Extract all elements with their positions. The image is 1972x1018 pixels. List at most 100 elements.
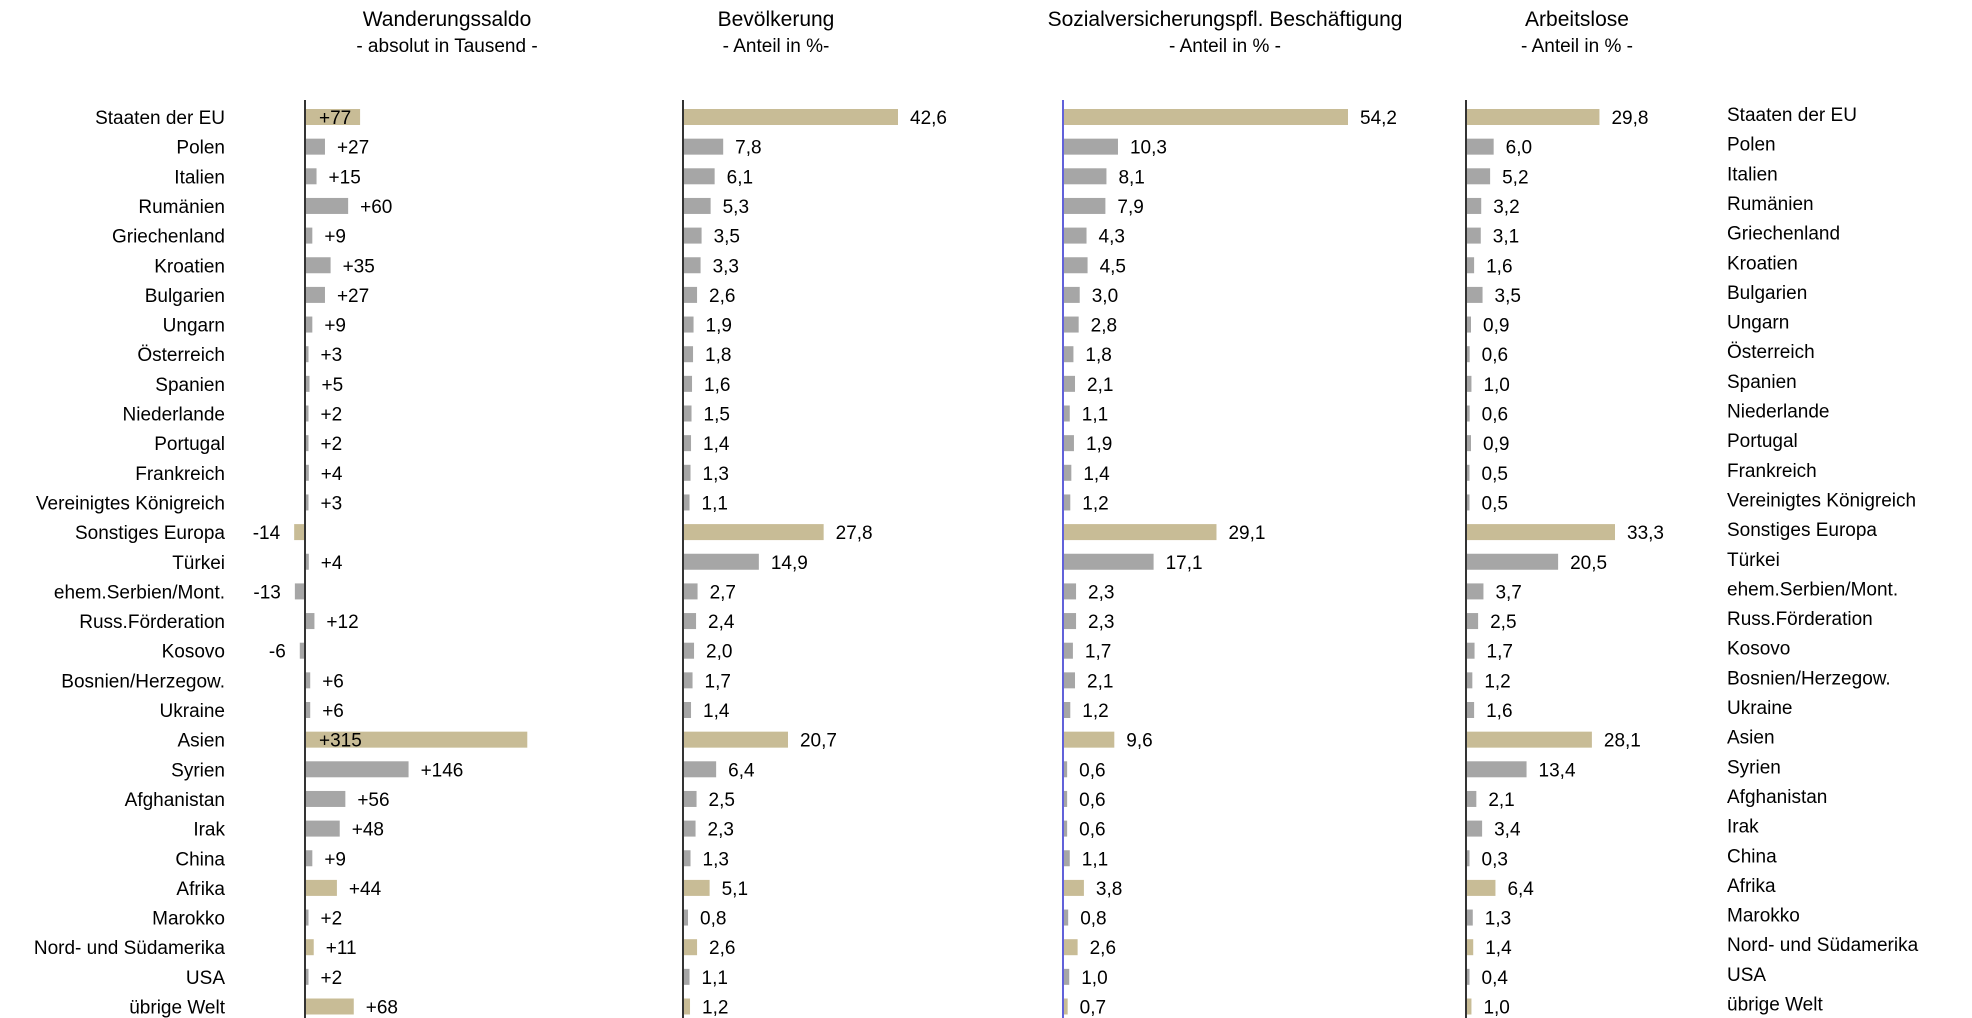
category-label-left: Niederlande [123, 405, 225, 426]
category-label-right: ehem.Serbien/Mont. [1727, 579, 1898, 600]
panel-subtitle-beschaeftigung: - Anteil in % - [1169, 36, 1281, 57]
bar-beschaeftigung [1064, 375, 1076, 392]
bar-arbeitslose [1467, 464, 1470, 481]
category-label-left: Afghanistan [125, 790, 225, 811]
value-label-arbeitslose: 3,5 [1495, 286, 1521, 307]
value-label-arbeitslose: 1,0 [1483, 375, 1509, 396]
bar-beschaeftigung [1064, 286, 1080, 303]
bar-beschaeftigung [1064, 316, 1079, 333]
value-label-bevoelkerung: 2,6 [709, 938, 735, 959]
bar-arbeitslose [1467, 197, 1482, 214]
value-label-bevoelkerung: 1,9 [706, 316, 732, 337]
bar-beschaeftigung [1064, 939, 1078, 956]
value-label-bevoelkerung: 1,1 [702, 493, 728, 514]
value-label-bevoelkerung: 1,3 [703, 849, 729, 870]
category-label-left: Portugal [154, 434, 225, 455]
value-label-arbeitslose: 33,3 [1627, 523, 1664, 544]
value-label-wanderung: +27 [337, 286, 369, 307]
bar-wanderung [306, 553, 309, 570]
category-label-right: Österreich [1727, 342, 1815, 363]
bar-bevoelkerung [684, 375, 693, 392]
value-label-beschaeftigung: 0,7 [1080, 998, 1106, 1018]
bar-bevoelkerung [684, 316, 694, 333]
category-label-right: Bosnien/Herzegow. [1727, 668, 1891, 689]
value-label-beschaeftigung: 2,1 [1087, 671, 1113, 692]
bar-bevoelkerung [684, 197, 711, 214]
value-label-beschaeftigung: 2,8 [1091, 316, 1117, 337]
bar-beschaeftigung [1064, 494, 1071, 511]
category-label-left: Afrika [176, 879, 225, 900]
bar-wanderung [306, 109, 361, 125]
value-label-beschaeftigung: 4,3 [1099, 227, 1125, 248]
value-label-beschaeftigung: 2,3 [1088, 612, 1114, 633]
value-label-wanderung: -14 [253, 523, 281, 544]
category-label-right: Türkei [1727, 550, 1780, 571]
bar-arbeitslose [1467, 731, 1592, 748]
value-label-bevoelkerung: 1,2 [702, 998, 728, 1018]
value-label-arbeitslose: 1,3 [1485, 909, 1511, 930]
bar-arbeitslose [1467, 968, 1470, 985]
bar-bevoelkerung [684, 464, 691, 481]
bar-arbeitslose [1467, 227, 1481, 244]
bar-bevoelkerung [684, 257, 701, 274]
value-label-wanderung: +6 [322, 701, 344, 722]
category-label-left: Kroatien [154, 256, 225, 277]
category-label-left: China [175, 849, 225, 870]
category-label-left: Österreich [137, 345, 225, 366]
value-label-beschaeftigung: 1,8 [1085, 345, 1111, 366]
category-label-left: Spanien [155, 375, 225, 396]
category-label-right: Niederlande [1727, 402, 1829, 423]
bar-wanderung [306, 909, 309, 926]
value-label-arbeitslose: 0,4 [1482, 968, 1509, 989]
value-label-bevoelkerung: 5,1 [722, 879, 748, 900]
bar-beschaeftigung [1064, 642, 1073, 659]
value-label-bevoelkerung: 1,1 [702, 968, 728, 989]
bar-wanderung [306, 316, 313, 333]
value-label-wanderung: +5 [322, 375, 344, 396]
bar-wanderung [306, 405, 309, 422]
value-label-beschaeftigung: 1,2 [1082, 493, 1108, 514]
bar-arbeitslose [1467, 524, 1615, 541]
bar-arbeitslose [1467, 435, 1471, 452]
category-label-left: Polen [176, 138, 225, 159]
value-label-arbeitslose: 13,4 [1539, 760, 1576, 781]
value-label-beschaeftigung: 17,1 [1166, 553, 1203, 574]
value-label-bevoelkerung: 2,3 [708, 820, 734, 841]
value-label-beschaeftigung: 1,1 [1082, 405, 1108, 426]
category-label-left: Nord- und Südamerika [34, 938, 226, 959]
bar-arbeitslose [1467, 790, 1477, 807]
bar-wanderung [306, 464, 309, 481]
bar-beschaeftigung [1064, 197, 1106, 214]
value-label-wanderung: +2 [321, 968, 343, 989]
value-label-wanderung: +3 [321, 345, 343, 366]
bar-wanderung [306, 346, 309, 363]
category-label-right: Nord- und Südamerika [1727, 935, 1919, 956]
bar-wanderung [306, 790, 346, 807]
value-label-arbeitslose: 20,5 [1570, 553, 1607, 574]
category-label-right: Syrien [1727, 757, 1781, 778]
category-label-right: Rumänien [1727, 194, 1814, 215]
bar-beschaeftigung [1064, 346, 1074, 363]
bar-bevoelkerung [684, 642, 695, 659]
bar-bevoelkerung [684, 731, 788, 748]
value-label-bevoelkerung: 1,6 [704, 375, 730, 396]
category-label-right: Russ.Förderation [1727, 609, 1873, 630]
value-label-wanderung: +9 [324, 316, 346, 337]
panel-titles: Wanderungssaldo - absolut in Tausend - B… [356, 8, 1633, 57]
value-label-arbeitslose: 0,9 [1483, 434, 1509, 455]
category-label-right: Afghanistan [1727, 787, 1827, 808]
bar-arbeitslose [1467, 939, 1474, 956]
category-label-left: Staaten der EU [95, 108, 225, 129]
value-label-beschaeftigung: 3,8 [1096, 879, 1122, 900]
bar-bevoelkerung [684, 583, 698, 600]
category-label-right: Irak [1727, 817, 1759, 838]
value-label-wanderung: +48 [352, 820, 384, 841]
bar-beschaeftigung [1064, 109, 1348, 125]
value-label-arbeitslose: 1,0 [1483, 998, 1509, 1018]
category-label-right: Sonstiges Europa [1727, 520, 1877, 541]
bar-beschaeftigung [1064, 405, 1070, 422]
value-label-wanderung: -13 [253, 582, 280, 603]
value-label-arbeitslose: 6,0 [1506, 138, 1532, 159]
value-label-beschaeftigung: 1,2 [1082, 701, 1108, 722]
